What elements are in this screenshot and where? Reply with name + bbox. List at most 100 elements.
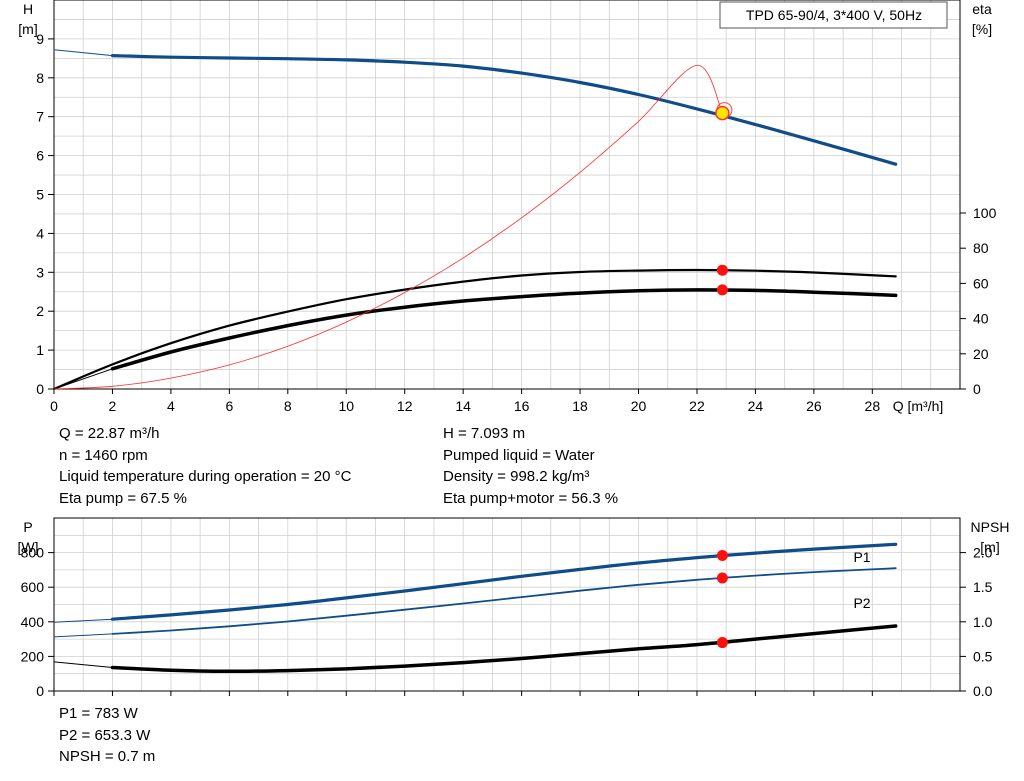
top-readout-left: Q = 22.87 m³/h n = 1460 rpm Liquid tempe… — [59, 423, 351, 509]
top-left-axis-label-line2: [m] — [18, 21, 37, 37]
top-x-tick-label-2: 2 — [109, 398, 117, 414]
bottom-chart: 0 200 400 600 800 0.0 0.5 1.0 1.5 2.0 P [W] NPSH … — [18, 517, 1010, 699]
top-left-tick-label-7: 7 — [36, 109, 44, 125]
top-left-tick-label-4: 4 — [36, 225, 44, 241]
readout-density: Density = 998.2 kg/m³ — [443, 468, 590, 485]
bottom-right-axis-label-line1: NPSH — [971, 519, 1010, 535]
readout-n: n = 1460 rpm — [59, 446, 148, 464]
curve-system-curve — [53, 64, 723, 390]
top-right-axis-label-line2: [%] — [972, 21, 992, 37]
curve-p2-extension — [53, 633, 113, 638]
readout-liquid-temperature: Liquid temperature during operation = 20… — [59, 468, 352, 485]
top-x-tick-label-10: 10 — [338, 398, 354, 414]
top-x-tick-label-22: 22 — [689, 398, 705, 414]
top-readout-right: H = 7.093 m Pumped liquid = Water Densit… — [443, 423, 618, 509]
top-left-tick-label-9: 9 — [36, 31, 44, 47]
top-left-tick-label-1: 1 — [36, 342, 44, 358]
bottom-right-axis-label: NPSH [m] — [971, 519, 1010, 555]
top-duty-markers — [715, 102, 733, 296]
bottom-curves — [53, 542, 898, 674]
pump-title-text: TPD 65-90/4, 3*400 V, 50Hz — [746, 7, 922, 23]
readout-h: H = 7.093 m — [443, 425, 526, 442]
bottom-left-axis-label-line2: [W] — [18, 539, 39, 555]
top-x-tick-label-26: 26 — [806, 398, 822, 414]
readout-npsh: NPSH = 0.7 m — [59, 748, 156, 765]
top-x-tick-label-14: 14 — [455, 398, 471, 414]
bottom-right-axis-label-line2: [m] — [980, 539, 999, 555]
top-right-tick-label-60: 60 — [973, 275, 989, 291]
curve-eta-pump-motor-extension — [53, 368, 113, 390]
readout-pumped-liquid: Pumped liquid = Water — [443, 446, 595, 464]
top-left-tick-label-2: 2 — [36, 303, 44, 319]
bottom-left-tick-label-600: 600 — [21, 579, 45, 595]
bottom-right-tick-label-1-5: 1.5 — [973, 579, 993, 595]
top-x-tick-label-4: 4 — [167, 398, 175, 414]
top-right-tick-label-20: 20 — [973, 346, 989, 362]
bottom-ticks: 0 200 400 600 800 0.0 0.5 1.0 1.5 2.0 — [21, 545, 993, 699]
top-left-tick-label-3: 3 — [36, 264, 44, 280]
top-ticks: 0 2 4 6 8 10 12 14 16 18 20 22 24 26 28012345678902040… — [36, 31, 996, 414]
top-right-tick-label-100: 100 — [973, 205, 997, 221]
top-left-tick-label-5: 5 — [36, 187, 44, 203]
readout-eta-pump: Eta pump = 67.5 % — [59, 489, 187, 507]
p1-series-label: P1 — [853, 549, 870, 565]
top-x-tick-label-12: 12 — [397, 398, 413, 414]
top-x-tick-label-0: 0 — [50, 398, 58, 414]
readout-p1: P1 = 783 W — [59, 705, 138, 722]
bottom-left-axis-label: P [W] — [18, 519, 39, 555]
readout-q: Q = 22.87 m³/h — [59, 425, 160, 442]
bottom-left-tick-label-200: 200 — [21, 648, 45, 664]
curve-p2 — [111, 567, 897, 635]
duty-point-h-marker — [715, 105, 730, 121]
duty-point-eta-pump-motor-marker — [716, 284, 728, 296]
bottom-left-axis-label-line1: P — [23, 519, 32, 535]
bottom-right-tick-label-0-0: 0.0 — [973, 683, 993, 699]
readout-eta-pump-motor: Eta pump+motor = 56.3 % — [443, 489, 619, 507]
curve-eta-pump — [52, 268, 897, 391]
bottom-duty-markers — [716, 550, 728, 649]
bottom-plot-frame — [53, 517, 961, 692]
top-left-axis-label: H [m] — [18, 1, 37, 37]
top-x-tick-label-8: 8 — [284, 398, 292, 414]
top-right-tick-label-40: 40 — [973, 311, 989, 327]
duty-point-eta-pump-marker — [716, 264, 728, 276]
top-x-tick-label-28: 28 — [865, 398, 881, 414]
curve-npsh-extension — [53, 661, 113, 668]
top-curves — [52, 49, 898, 391]
bottom-right-tick-label-1-0: 1.0 — [973, 614, 993, 630]
pump-title-box: TPD 65-90/4, 3*400 V, 50Hz — [719, 1, 948, 29]
curve-p1-extension — [53, 618, 113, 623]
bottom-left-tick-label-400: 400 — [21, 614, 45, 630]
duty-point-p2-marker — [716, 572, 728, 584]
top-left-tick-label-6: 6 — [36, 148, 44, 164]
top-left-tick-label-8: 8 — [36, 70, 44, 86]
bottom-readout: P1 = 783 W P2 = 653.3 W NPSH = 0.7 m — [59, 703, 155, 768]
duty-point-npsh-marker — [716, 637, 728, 649]
bottom-left-tick-label-0: 0 — [36, 683, 44, 699]
duty-point-p1-marker — [716, 550, 728, 562]
curve-npsh — [110, 624, 898, 674]
top-x-tick-label-6: 6 — [225, 398, 233, 414]
pump-title-frame — [719, 1, 948, 29]
readout-p2: P2 = 653.3 W — [59, 726, 151, 744]
top-right-tick-label-0: 0 — [973, 381, 981, 397]
curve-eta-pump-motor — [110, 288, 898, 371]
p2-series-label: P2 — [853, 595, 870, 611]
top-left-axis-label-line1: H — [23, 1, 33, 17]
top-right-axis-label: eta [%] — [972, 1, 992, 37]
bottom-grid — [54, 518, 960, 691]
top-x-axis-label: Q [m³/h] — [893, 398, 944, 414]
bottom-right-tick-label-2-0: 2.0 — [973, 545, 993, 561]
top-x-tick-label-20: 20 — [631, 398, 647, 414]
bottom-right-tick-label-0-5: 0.5 — [973, 648, 993, 664]
curve-p1 — [110, 542, 898, 621]
curve-h — [110, 54, 898, 166]
top-left-tick-label-0: 0 — [36, 381, 44, 397]
top-x-tick-label-18: 18 — [572, 398, 588, 414]
curve-h-extension — [53, 49, 113, 57]
top-right-axis-label-line1: eta — [972, 1, 992, 17]
top-x-tick-label-16: 16 — [514, 398, 530, 414]
top-x-tick-label-24: 24 — [748, 398, 764, 414]
bottom-left-tick-label-800: 800 — [21, 545, 45, 561]
